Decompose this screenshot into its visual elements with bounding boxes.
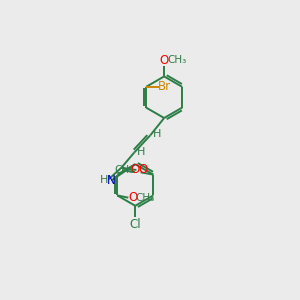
Text: O: O	[160, 54, 169, 67]
Text: Br: Br	[158, 80, 171, 93]
Text: CH₃: CH₃	[136, 193, 155, 203]
Text: N: N	[107, 174, 116, 187]
Text: H: H	[100, 176, 108, 185]
Text: Cl: Cl	[130, 218, 141, 231]
Text: O: O	[139, 164, 148, 176]
Text: CH₃: CH₃	[114, 164, 134, 175]
Text: H: H	[153, 129, 161, 139]
Text: CH₃: CH₃	[167, 55, 187, 65]
Text: O: O	[129, 191, 138, 204]
Text: H: H	[136, 146, 145, 157]
Text: O: O	[131, 163, 140, 176]
